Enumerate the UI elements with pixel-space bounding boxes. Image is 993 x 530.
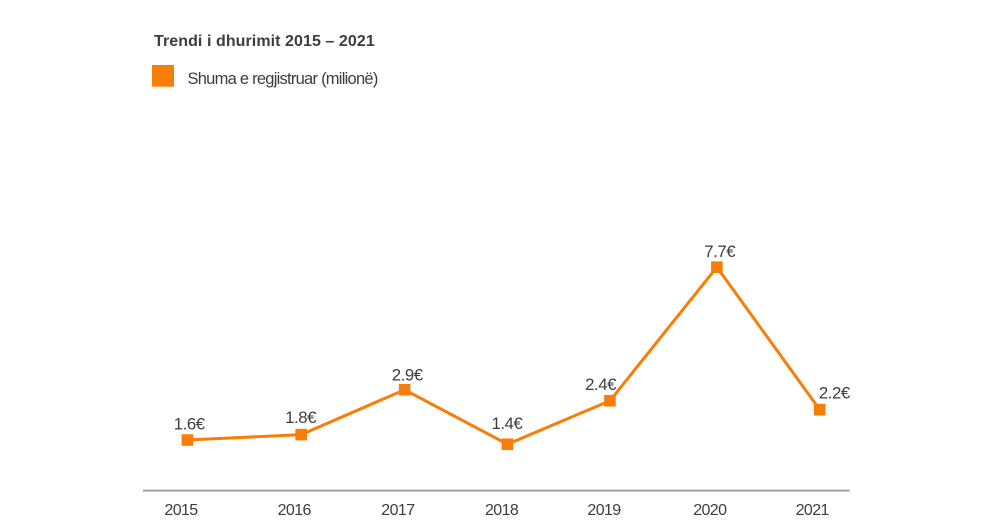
svg-text:2.4€: 2.4€: [585, 375, 617, 394]
svg-text:2017: 2017: [381, 502, 415, 519]
svg-text:2.2€: 2.2€: [819, 384, 851, 403]
svg-text:2016: 2016: [278, 502, 312, 519]
svg-text:Trendi i dhurimit 2015 – 2021: Trendi i dhurimit 2015 – 2021: [154, 33, 375, 50]
svg-text:2020: 2020: [693, 502, 727, 519]
svg-text:Shuma e regjistruar (milionë): Shuma e regjistruar (milionë): [188, 70, 378, 88]
svg-text:1.8€: 1.8€: [285, 408, 317, 427]
svg-text:1.6€: 1.6€: [174, 415, 206, 434]
svg-text:2019: 2019: [587, 502, 621, 519]
svg-text:2.9€: 2.9€: [392, 366, 424, 385]
svg-text:2021: 2021: [796, 502, 830, 519]
svg-text:2015: 2015: [164, 502, 198, 519]
svg-text:1.4€: 1.4€: [491, 414, 523, 433]
svg-text:7.7€: 7.7€: [704, 242, 736, 261]
svg-text:2018: 2018: [485, 502, 519, 519]
